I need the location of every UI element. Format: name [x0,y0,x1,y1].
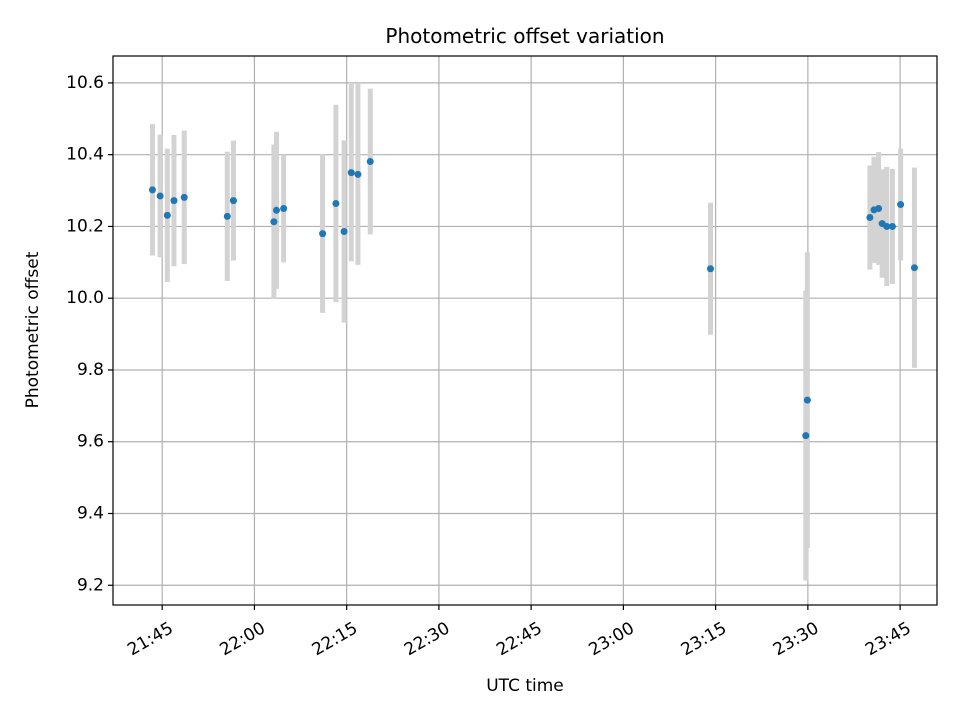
data-point [319,230,327,238]
data-point [354,170,362,178]
data-point [883,222,891,230]
data-point [803,396,811,404]
data-point [347,169,355,177]
data-point [272,206,280,214]
data-point [910,264,918,272]
data-point [223,212,231,220]
y-tick-label: 9.2 [77,575,104,595]
y-tick-label: 10.2 [66,216,104,236]
data-point [229,197,237,205]
chart-title: Photometric offset variation [385,24,664,48]
data-point [148,186,156,194]
x-axis-title: UTC time [486,676,564,696]
data-point [280,205,288,212]
data-point [340,227,348,235]
data-point [802,432,810,440]
data-point [156,192,164,200]
data-point [866,213,874,221]
data-point [897,201,905,209]
y-tick-label: 9.6 [77,432,104,452]
data-point [163,211,171,219]
point-layer [148,157,918,440]
data-point [888,222,896,230]
y-tick-label: 10.4 [66,145,104,165]
data-point [707,265,715,273]
y-tick-label: 10.6 [66,73,104,93]
data-point [180,193,188,201]
y-axis-title: Photometric offset [23,251,43,408]
grid-layer [113,56,937,605]
data-point [170,197,178,205]
data-point [332,199,340,207]
y-tick-label: 9.4 [77,504,104,524]
data-point [366,157,374,165]
data-point [270,218,278,226]
y-tick-label: 9.8 [77,360,104,380]
plot-frame [112,55,938,606]
data-point [875,205,883,212]
y-tick-label: 10.0 [66,288,104,308]
